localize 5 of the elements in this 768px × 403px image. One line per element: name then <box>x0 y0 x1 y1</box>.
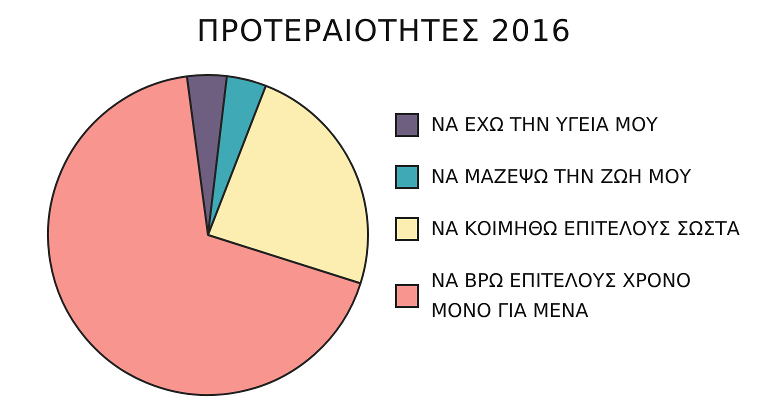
legend-label: ΝΑ ΜΑΖΕΨΩ ΤΗΝ ΖΩΗ ΜΟΥ <box>431 165 692 190</box>
chart-title: ΠΡΟΤΕΡΑΙΟΤΗΤΕΣ 2016 <box>196 14 572 49</box>
legend-label: ΝΑ ΒΡΩ ΕΠΙΤΕΛΟΥΣ ΧΡΟΝΟ ΜΟΝΟ ΓΙΑ ΜΕΝΑ <box>431 269 692 324</box>
legend-label: ΝΑ ΚΟΙΜΗΘΩ ΕΠΙΤΕΛΟΥΣ ΣΩΣΤΑ <box>431 217 740 242</box>
legend-label: ΝΑ ΕΧΩ ΤΗΝ ΥΓΕΙΑ ΜΟΥ <box>431 113 658 138</box>
